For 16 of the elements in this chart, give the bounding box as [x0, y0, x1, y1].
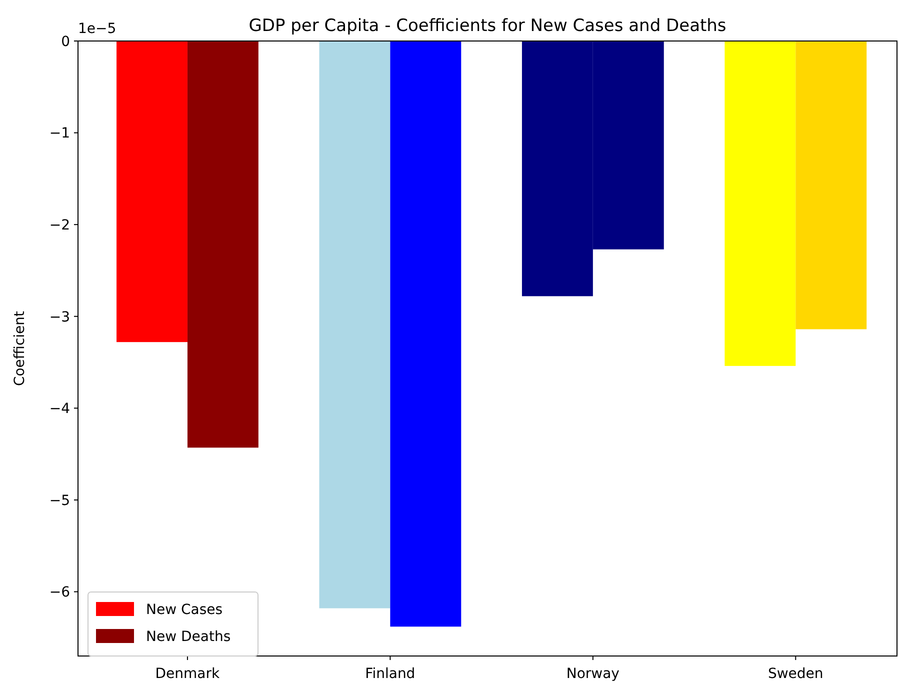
y-tick-label: −1 [49, 126, 70, 142]
y-tick-label: 0 [61, 34, 70, 50]
y-tick-label: −6 [49, 584, 70, 601]
x-tick-label: Norway [566, 666, 620, 682]
text: 1e−5 [78, 21, 116, 37]
x-tick-label: Finland [365, 666, 416, 682]
y-tick-label: −4 [49, 401, 70, 418]
y-axis-title: Coefficient [12, 310, 28, 386]
chart-title: GDP per Capita - Coefficients for New Cases and Deaths [248, 16, 726, 36]
y-tick-label: −5 [49, 492, 70, 509]
y-tick-label: −2 [49, 217, 70, 234]
x-tick-label: Denmark [155, 666, 221, 682]
legend-label: New Deaths [146, 628, 231, 645]
y-tick-label: −3 [49, 309, 70, 326]
x-tick-label: Sweden [768, 666, 824, 682]
legend-label: New Cases [146, 602, 223, 618]
